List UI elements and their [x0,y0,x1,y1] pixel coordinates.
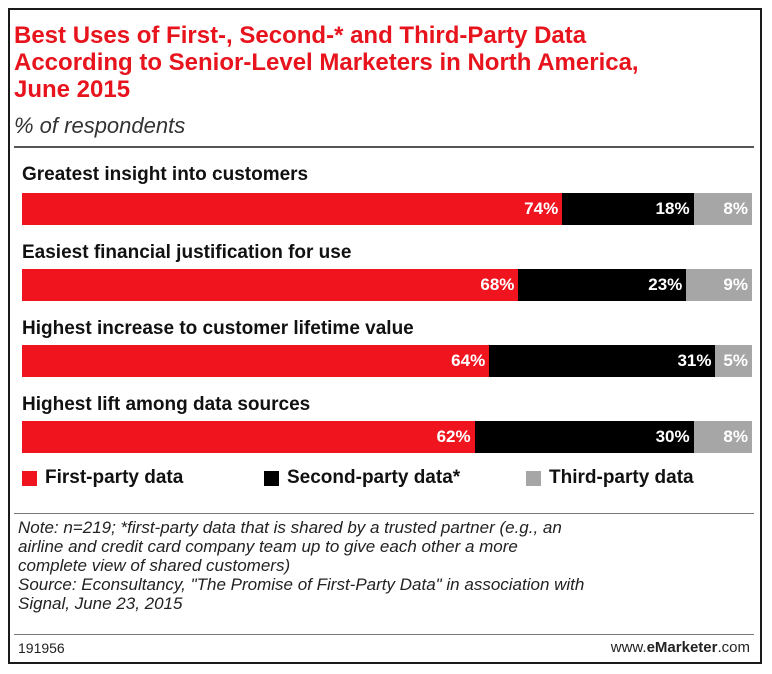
bar-segment-second-party: 18% [562,193,694,225]
data-label: 74% [524,199,559,218]
data-label: 30% [655,427,690,446]
data-label: 68% [480,275,515,294]
legend-item-second-party: Second-party data* [264,467,460,489]
note-line: Note: n=219; *first-party data that is s… [18,518,562,537]
bar-row: 74% 18% 8% [22,193,752,225]
bar-segment-second-party: 30% [474,421,694,453]
bar-segment-first-party: 68% [22,269,519,301]
bar-segment-third-party: 8% [693,421,752,453]
title-line: June 2015 [14,76,131,103]
category-label: Highest lift among data sources [22,394,311,415]
data-label: 64% [451,351,486,370]
bar-segment-third-party: 8% [693,193,752,225]
chart-id: 191956 [18,640,65,656]
data-label: 62% [436,427,471,446]
legend-swatch-second-party [264,470,279,486]
notes-divider [14,513,754,514]
source-line: Source: Econsultancy, "The Promise of Fi… [18,575,585,594]
brand-suffix: .com [717,639,750,656]
data-label: 8% [723,199,748,218]
bar-segment-third-party: 9% [686,269,752,301]
brand-name: eMarketer [646,639,718,656]
legend-swatch-first-party [22,470,37,486]
legend: First-party data Second-party data* Thir… [22,467,752,493]
source-line: Signal, June 23, 2015 [18,594,183,613]
category-label: Greatest insight into customers [22,164,309,185]
data-label: 5% [723,351,748,370]
category-label: Highest increase to customer lifetime va… [22,318,414,339]
footer-divider [14,634,754,635]
legend-label: Second-party data* [287,467,461,488]
data-label: 18% [655,199,690,218]
data-label: 23% [648,275,683,294]
legend-item-third-party: Third-party data [526,467,694,489]
note-line: complete view of shared customers) [18,556,291,575]
bar-segment-third-party: 5% [715,345,752,377]
chart-frame [8,8,762,664]
data-label: 9% [723,275,748,294]
bar-segment-first-party: 62% [22,421,475,453]
chart-subtitle: % of respondents [14,113,186,138]
category-label: Easiest financial justification for use [22,242,352,263]
chart-notes: Note: n=219; *first-party data that is s… [18,518,754,613]
legend-label: Third-party data [549,467,694,488]
bar-segment-first-party: 74% [22,193,563,225]
brand-link[interactable]: www.eMarketer.com [611,639,750,656]
legend-label: First-party data [45,467,184,488]
title-line: According to Senior-Level Marketers in N… [14,49,639,76]
header-divider [14,146,754,148]
title-line: Best Uses of First-, Second-* and Third-… [14,22,587,49]
bar-row: 68% 23% 9% [22,269,752,301]
data-label: 31% [677,351,712,370]
bar-segment-second-party: 31% [489,345,716,377]
brand-prefix: www. [610,639,647,656]
data-label: 8% [723,427,748,446]
legend-swatch-third-party [526,470,541,486]
bar-segment-second-party: 23% [518,269,687,301]
legend-item-first-party: First-party data [22,467,183,489]
bar-row: 64% 31% 5% [22,345,752,377]
bar-row: 62% 30% 8% [22,421,752,453]
note-line: airline and credit card company team up … [18,537,518,556]
chart-title: Best Uses of First-, Second-* and Third-… [14,22,754,103]
bar-segment-first-party: 64% [22,345,490,377]
